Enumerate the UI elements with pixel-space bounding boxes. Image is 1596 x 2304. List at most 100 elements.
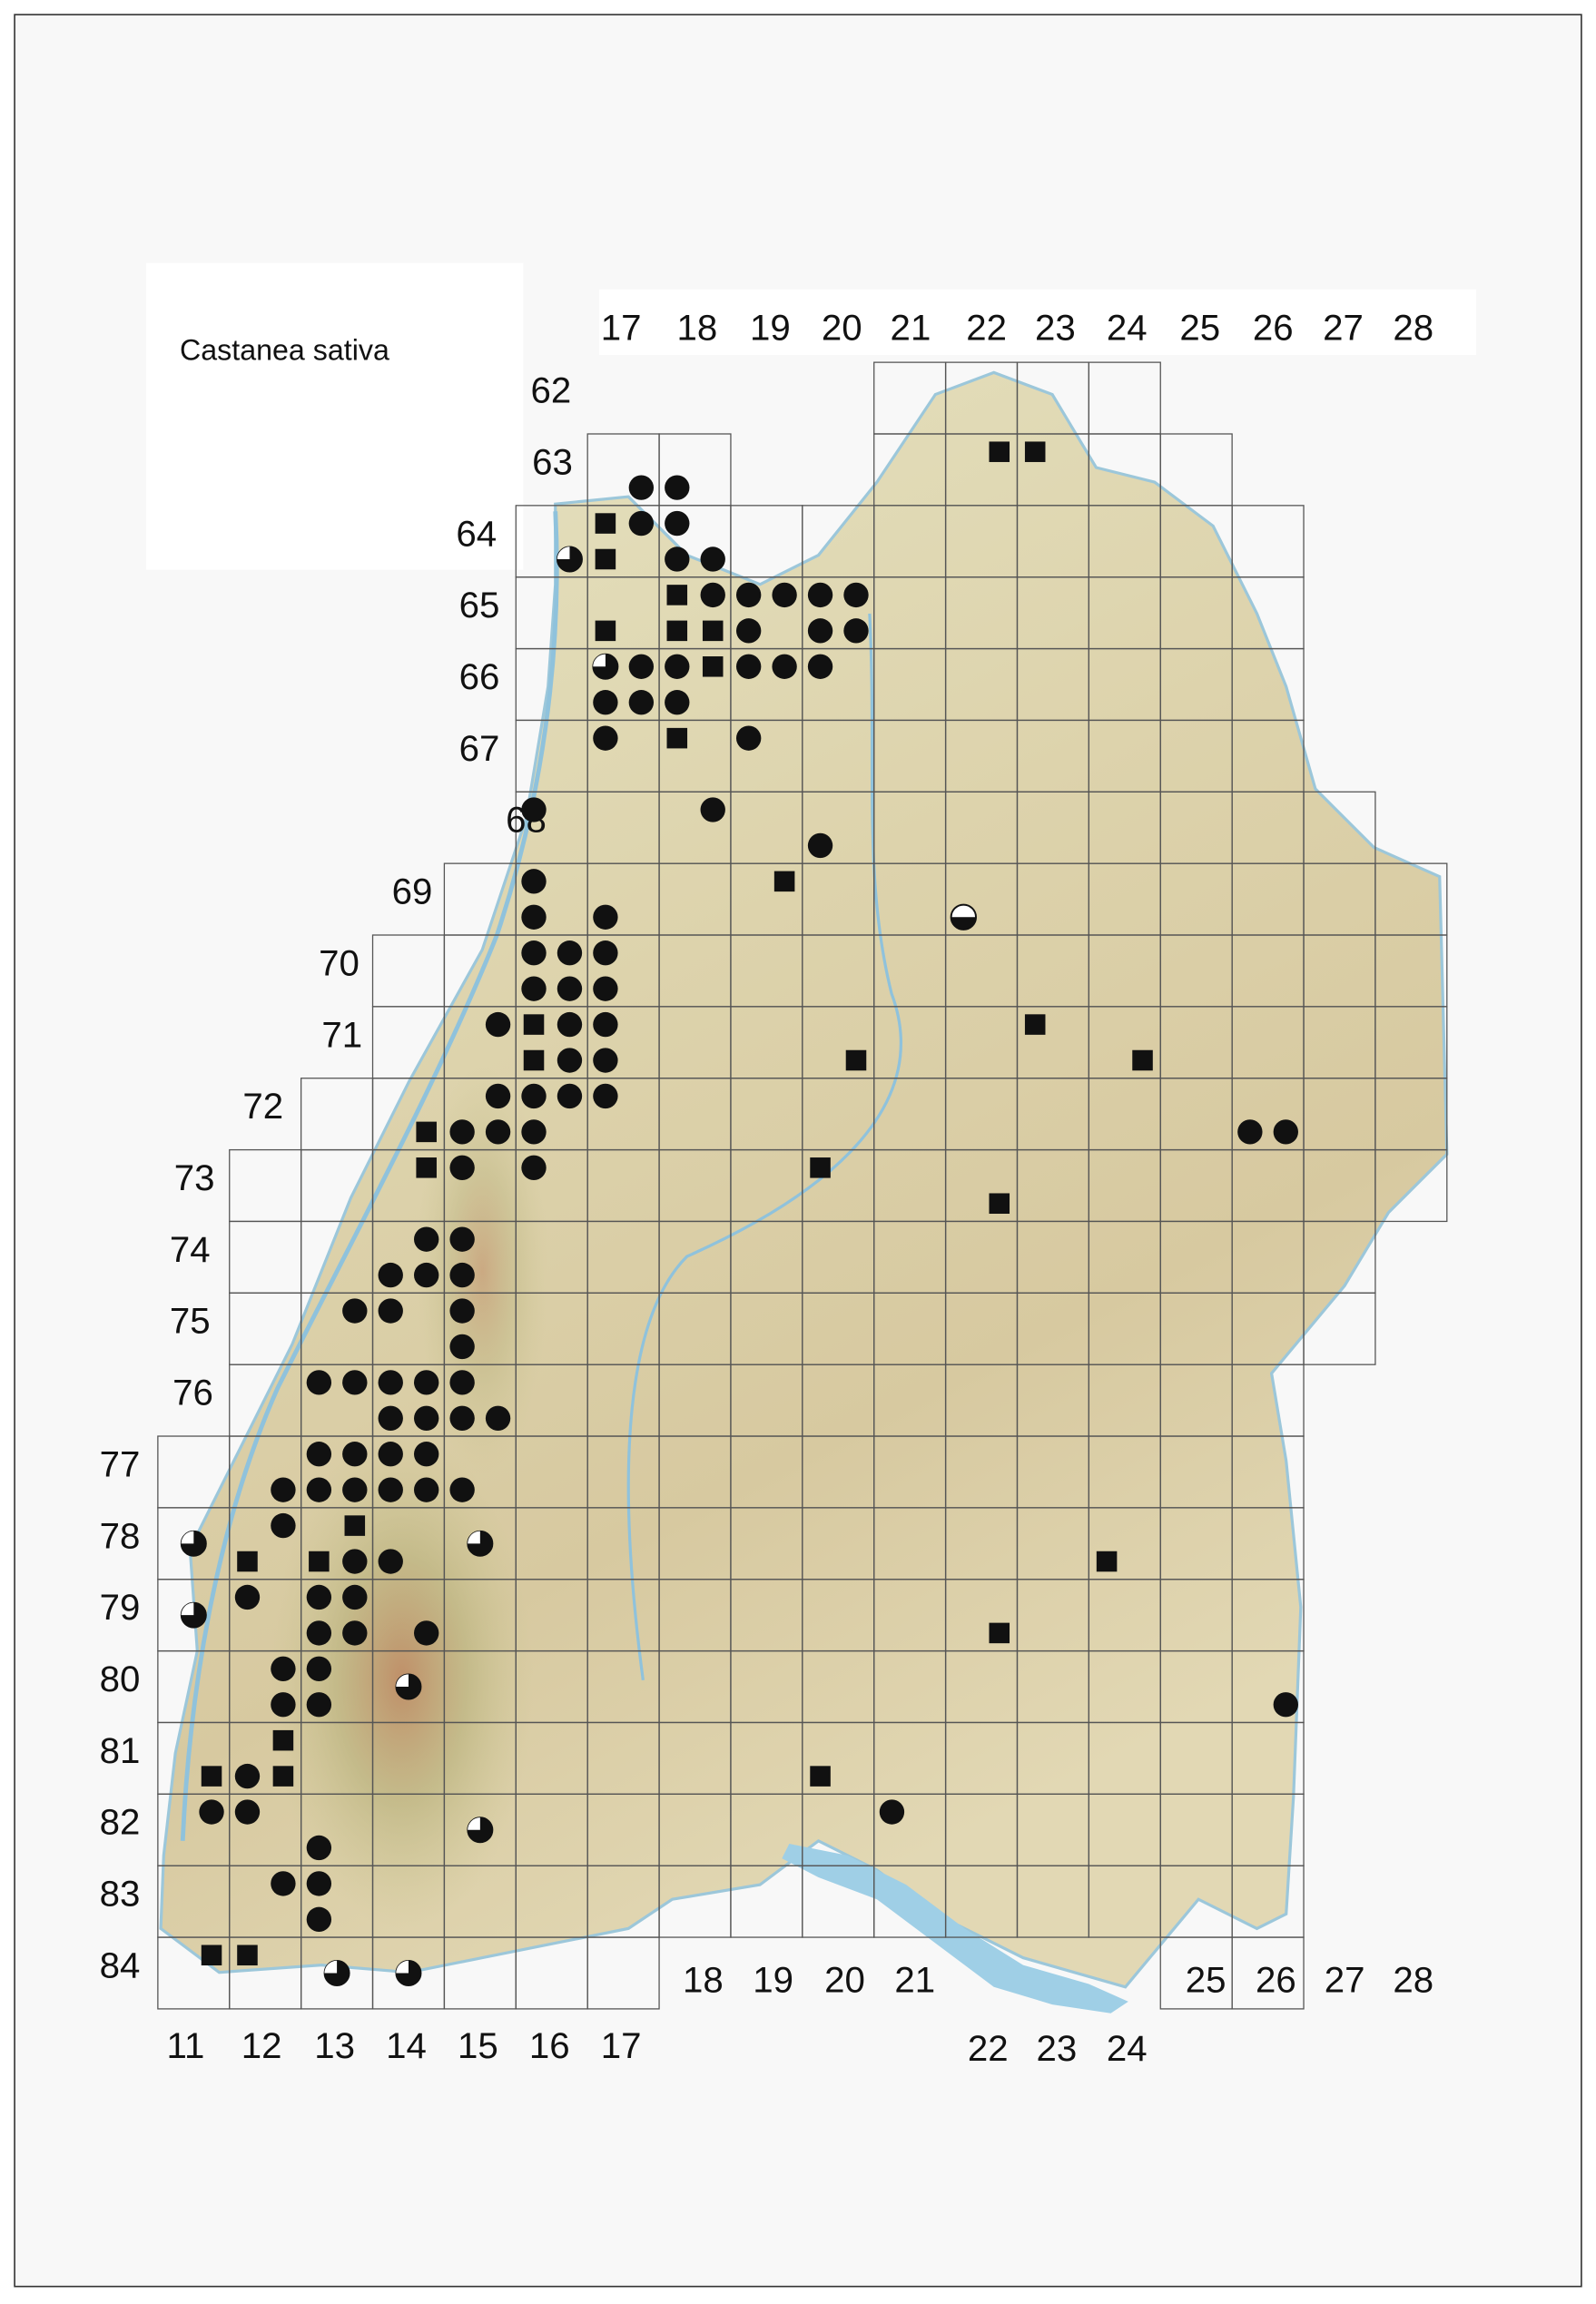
record-circle bbox=[735, 582, 762, 608]
record-circle bbox=[485, 1083, 511, 1109]
record bbox=[395, 1673, 422, 1700]
record bbox=[521, 869, 547, 894]
row-label: 73 bbox=[174, 1157, 215, 1198]
record-square bbox=[989, 441, 1010, 462]
bottom-label: 27 bbox=[1325, 1960, 1365, 2001]
record bbox=[702, 656, 724, 677]
record-circle bbox=[807, 582, 833, 608]
bottom-label: 12 bbox=[241, 2025, 282, 2066]
record bbox=[467, 1817, 494, 1844]
record-circle bbox=[306, 1370, 332, 1395]
record-circle bbox=[378, 1298, 403, 1324]
record-circle bbox=[199, 1799, 224, 1825]
record-circle bbox=[414, 1226, 439, 1252]
record-square bbox=[1132, 1049, 1153, 1071]
column-label: 21 bbox=[891, 307, 931, 348]
bottom-label: 17 bbox=[601, 2025, 642, 2066]
record bbox=[1096, 1551, 1118, 1572]
record-circle bbox=[342, 1584, 368, 1610]
record-square bbox=[666, 620, 688, 642]
record-circle bbox=[735, 618, 762, 644]
row-label: 84 bbox=[100, 1945, 141, 1985]
record-circle bbox=[593, 940, 618, 966]
records bbox=[180, 441, 1298, 1986]
bottom-label: 16 bbox=[529, 2025, 570, 2066]
record bbox=[309, 1551, 330, 1572]
neckar bbox=[626, 613, 902, 1681]
row-label: 63 bbox=[532, 441, 573, 482]
record bbox=[180, 1530, 207, 1557]
legend-box bbox=[145, 262, 524, 570]
record-circle bbox=[306, 1477, 332, 1502]
record bbox=[449, 1477, 475, 1502]
record-circle bbox=[342, 1370, 368, 1395]
record-circle bbox=[342, 1477, 368, 1502]
record-square bbox=[595, 620, 616, 642]
record bbox=[237, 1551, 258, 1572]
record bbox=[414, 1370, 439, 1395]
record bbox=[306, 1584, 332, 1610]
record bbox=[271, 1656, 296, 1681]
record-square bbox=[595, 548, 616, 570]
record bbox=[201, 1945, 222, 1966]
row-label: 62 bbox=[531, 370, 572, 411]
record bbox=[414, 1262, 439, 1288]
record bbox=[485, 1405, 511, 1431]
record-square bbox=[1096, 1551, 1118, 1572]
record-square bbox=[989, 1193, 1010, 1214]
record-circle bbox=[521, 1119, 547, 1145]
record-square bbox=[1024, 441, 1046, 462]
record-symbol-part bbox=[593, 654, 606, 667]
record-symbol-part bbox=[181, 1531, 194, 1544]
record-circle bbox=[593, 1011, 618, 1038]
record-circle bbox=[342, 1298, 368, 1324]
record-circle bbox=[628, 654, 655, 679]
rhine bbox=[180, 511, 559, 1841]
record-square bbox=[201, 1766, 222, 1787]
record bbox=[628, 475, 655, 500]
record-square bbox=[702, 620, 724, 642]
record bbox=[271, 1871, 296, 1896]
record bbox=[378, 1262, 403, 1288]
record bbox=[342, 1477, 368, 1502]
record bbox=[628, 654, 655, 679]
record bbox=[595, 513, 616, 534]
record-circle bbox=[342, 1620, 368, 1646]
grid bbox=[157, 361, 1448, 2010]
record-circle bbox=[306, 1692, 332, 1718]
record-symbol-part bbox=[396, 1960, 409, 1974]
record bbox=[449, 1155, 475, 1180]
record-circle bbox=[378, 1262, 403, 1288]
record bbox=[628, 690, 655, 715]
record-square bbox=[810, 1766, 831, 1787]
record-square bbox=[523, 1014, 545, 1035]
record bbox=[323, 1959, 350, 1986]
north-black-forest-relief bbox=[416, 1066, 548, 1476]
record-circle bbox=[449, 1370, 475, 1395]
record-circle bbox=[593, 1048, 618, 1073]
record-circle bbox=[306, 1620, 332, 1646]
record-square bbox=[666, 727, 688, 749]
record bbox=[416, 1121, 437, 1143]
record bbox=[199, 1799, 224, 1825]
record bbox=[666, 727, 688, 749]
record bbox=[271, 1512, 296, 1539]
record bbox=[773, 871, 795, 892]
record-circle bbox=[449, 1155, 475, 1180]
record bbox=[485, 1011, 511, 1038]
record-circle bbox=[557, 940, 583, 966]
record bbox=[521, 797, 547, 822]
record-square bbox=[845, 1049, 867, 1071]
record bbox=[201, 1766, 222, 1787]
grid-labels: 17 18 19 20 21 22 23 24 25 26 27 286263646566676869… bbox=[100, 307, 1434, 2069]
record bbox=[306, 1656, 332, 1681]
record bbox=[735, 618, 762, 644]
column-label: 17 bbox=[601, 307, 642, 348]
row-label: 78 bbox=[100, 1515, 141, 1556]
record bbox=[593, 1048, 618, 1073]
record-square bbox=[666, 585, 688, 606]
column-label: 19 bbox=[750, 307, 791, 348]
record-circle bbox=[449, 1334, 475, 1360]
record bbox=[378, 1549, 403, 1574]
